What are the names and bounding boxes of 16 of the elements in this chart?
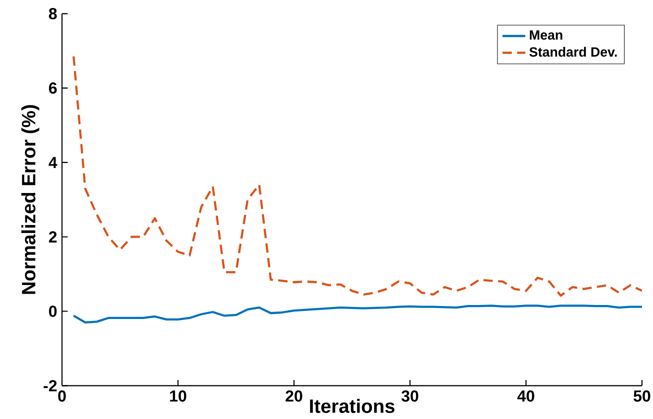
y-tick-label: 6 — [48, 82, 57, 94]
x-tick-label: 40 — [517, 390, 534, 402]
x-tick-label: 10 — [170, 390, 186, 402]
y-tick-label: 0 — [49, 306, 57, 317]
legend-label: Mean — [530, 30, 562, 40]
x-tick-label: 50 — [634, 390, 650, 402]
legend-label: Standard Dev. — [529, 46, 617, 57]
x-tick-label: 20 — [286, 390, 302, 402]
y-tick-label: 2 — [48, 231, 57, 242]
x-axis-title: Iterations — [310, 398, 394, 413]
y-tick-label: -2 — [44, 380, 57, 392]
y-tick-label: 4 — [48, 156, 58, 168]
x-tick-label: 30 — [401, 390, 418, 402]
y-tick-label: 8 — [48, 8, 57, 20]
x-tick-label: 0 — [58, 390, 66, 402]
y-axis-title: Normalized Error (%) — [21, 105, 40, 294]
